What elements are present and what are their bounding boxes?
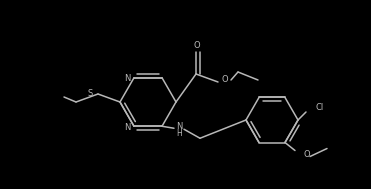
Text: S: S xyxy=(88,88,93,98)
Text: N: N xyxy=(176,122,182,131)
Text: H: H xyxy=(176,129,182,138)
Text: O: O xyxy=(303,150,310,159)
Text: N: N xyxy=(124,74,130,83)
Text: Cl: Cl xyxy=(316,104,324,112)
Text: N: N xyxy=(124,123,130,132)
Text: O: O xyxy=(222,75,228,84)
Text: O: O xyxy=(194,40,200,50)
